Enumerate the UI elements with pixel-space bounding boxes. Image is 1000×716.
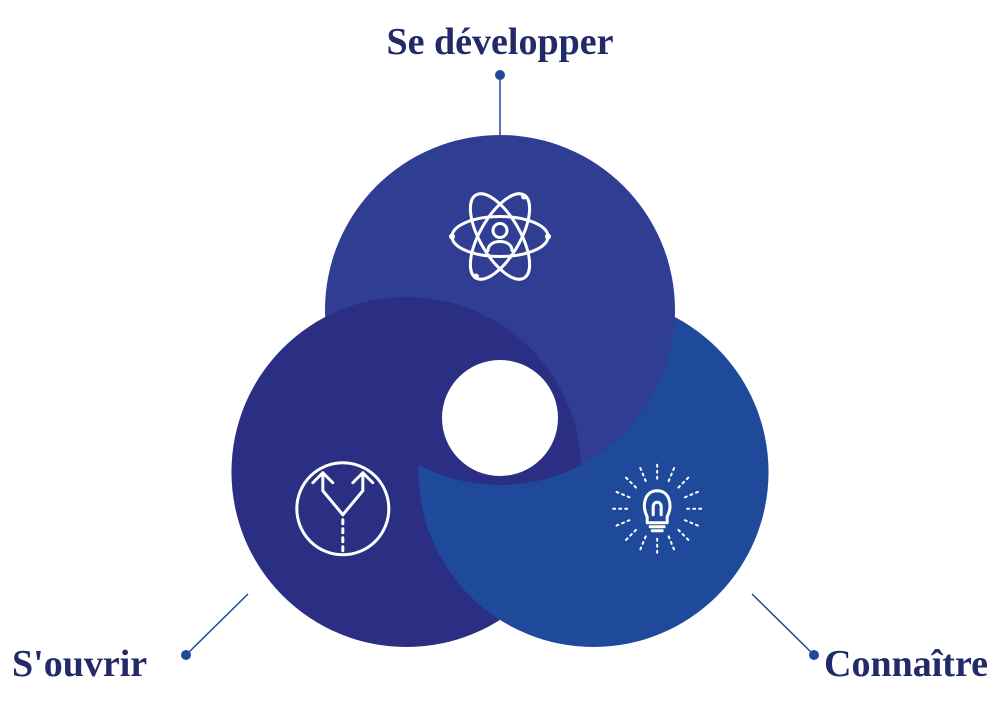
connector-line-right [752, 594, 814, 655]
triple-ring-diagram [0, 0, 1000, 716]
connector-dot-left [181, 650, 191, 660]
connector-dot-top [495, 70, 505, 80]
connector-line-left [186, 594, 248, 655]
connector-dot-right [809, 650, 819, 660]
center-hole [442, 360, 558, 476]
